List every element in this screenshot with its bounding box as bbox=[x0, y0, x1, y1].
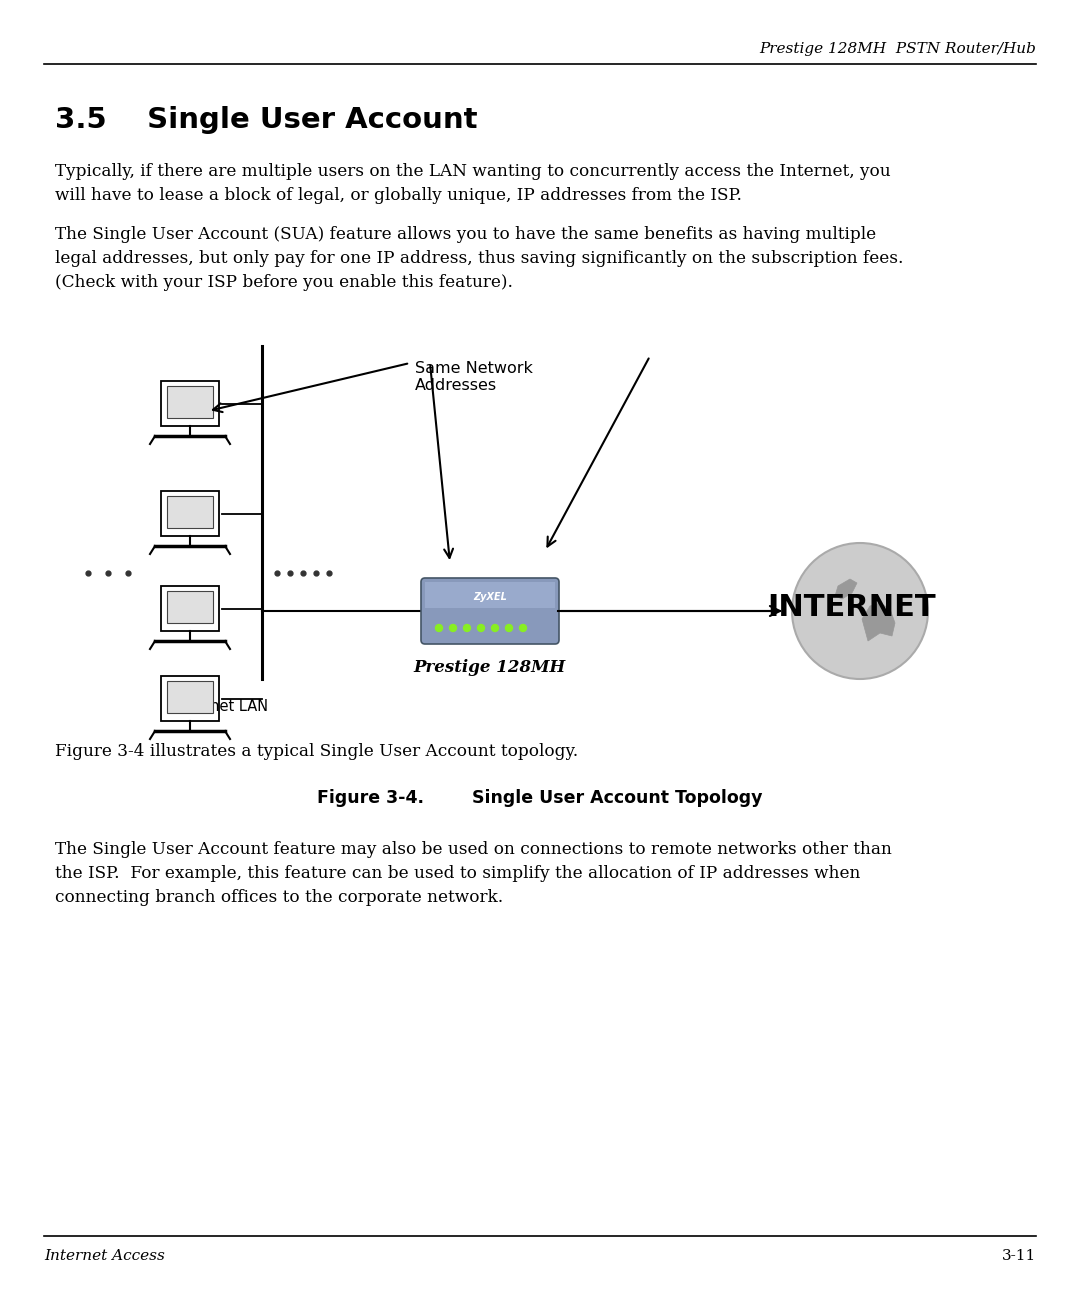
Text: 3.5    Single User Account: 3.5 Single User Account bbox=[55, 106, 477, 134]
FancyBboxPatch shape bbox=[426, 582, 555, 608]
FancyBboxPatch shape bbox=[166, 682, 213, 713]
Circle shape bbox=[449, 624, 457, 632]
Polygon shape bbox=[862, 603, 895, 641]
Circle shape bbox=[792, 543, 928, 679]
FancyBboxPatch shape bbox=[421, 578, 559, 644]
FancyBboxPatch shape bbox=[161, 676, 219, 721]
Circle shape bbox=[463, 624, 471, 632]
Text: INTERNET: INTERNET bbox=[768, 593, 936, 621]
FancyBboxPatch shape bbox=[166, 497, 213, 528]
Text: Ethernet LAN: Ethernet LAN bbox=[172, 699, 269, 714]
FancyBboxPatch shape bbox=[166, 591, 213, 623]
Circle shape bbox=[505, 624, 513, 632]
Text: Figure 3-4 illustrates a typical Single User Account topology.: Figure 3-4 illustrates a typical Single … bbox=[55, 743, 578, 760]
FancyBboxPatch shape bbox=[166, 387, 213, 418]
FancyBboxPatch shape bbox=[161, 382, 219, 426]
FancyBboxPatch shape bbox=[161, 586, 219, 631]
Text: Same Network
Addresses: Same Network Addresses bbox=[415, 361, 532, 393]
Circle shape bbox=[477, 624, 485, 632]
Polygon shape bbox=[835, 579, 858, 599]
Text: Prestige 128MH: Prestige 128MH bbox=[414, 659, 566, 676]
Text: The Single User Account feature may also be used on connections to remote networ: The Single User Account feature may also… bbox=[55, 840, 892, 906]
Text: ZyXEL: ZyXEL bbox=[473, 591, 507, 602]
Text: Figure 3-4.        Single User Account Topology: Figure 3-4. Single User Account Topology bbox=[318, 789, 762, 808]
Circle shape bbox=[491, 624, 499, 632]
Text: Typically, if there are multiple users on the LAN wanting to concurrently access: Typically, if there are multiple users o… bbox=[55, 163, 891, 205]
Circle shape bbox=[435, 624, 443, 632]
Text: The Single User Account (SUA) feature allows you to have the same benefits as ha: The Single User Account (SUA) feature al… bbox=[55, 225, 904, 291]
Text: Internet Access: Internet Access bbox=[44, 1249, 165, 1262]
Text: Prestige 128MH  PSTN Router/Hub: Prestige 128MH PSTN Router/Hub bbox=[759, 42, 1036, 56]
Circle shape bbox=[519, 624, 527, 632]
FancyBboxPatch shape bbox=[161, 492, 219, 536]
Text: 3-11: 3-11 bbox=[1002, 1249, 1036, 1262]
